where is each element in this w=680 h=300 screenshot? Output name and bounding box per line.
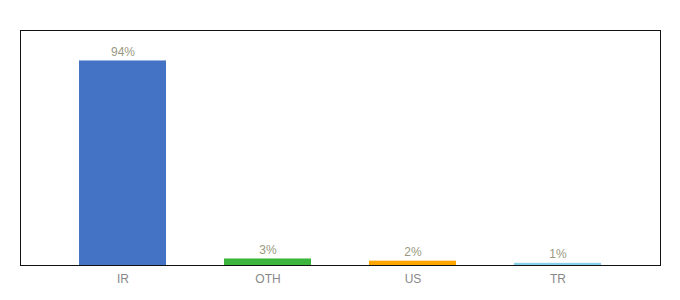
svg-text:1%: 1% (549, 247, 567, 261)
svg-text:IR: IR (117, 272, 129, 286)
svg-text:2%: 2% (404, 245, 422, 259)
svg-text:US: US (405, 272, 422, 286)
svg-text:3%: 3% (259, 243, 277, 257)
svg-text:TR: TR (550, 272, 566, 286)
svg-text:94%: 94% (111, 45, 135, 59)
svg-text:OTH: OTH (255, 272, 280, 286)
